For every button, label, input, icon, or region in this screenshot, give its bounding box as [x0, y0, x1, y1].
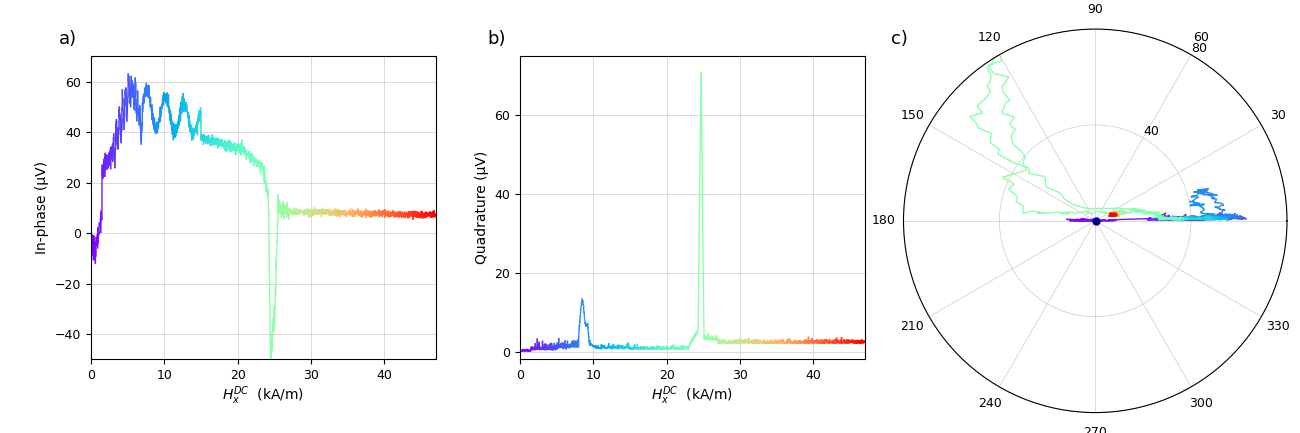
Text: a): a): [58, 30, 77, 48]
X-axis label: $H_x^{DC}$  (kA/m): $H_x^{DC}$ (kA/m): [222, 385, 304, 407]
Text: c): c): [891, 30, 907, 48]
Y-axis label: In-phase (μV): In-phase (μV): [35, 162, 49, 254]
Text: b): b): [488, 30, 506, 48]
Y-axis label: Quadrature (μV): Quadrature (μV): [474, 151, 489, 265]
X-axis label: $H_x^{DC}$  (kA/m): $H_x^{DC}$ (kA/m): [651, 385, 733, 407]
